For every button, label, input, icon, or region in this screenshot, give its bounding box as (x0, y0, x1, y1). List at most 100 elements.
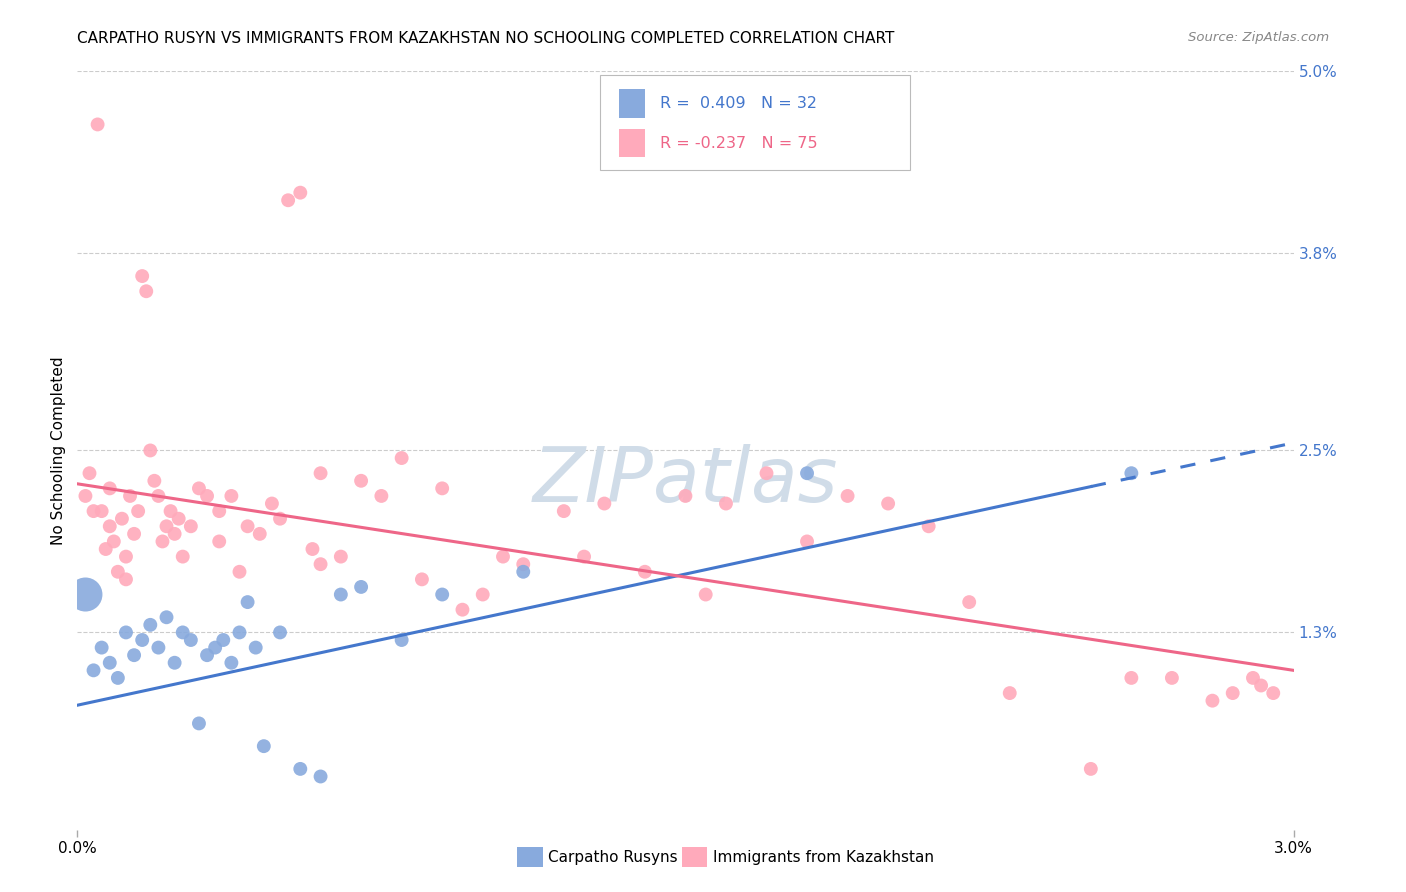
Point (411, 573, 433, 587)
Point (512, 565, 534, 579)
Point (269, 512, 291, 526)
Point (634, 565, 657, 579)
Point (180, 633, 202, 648)
Point (249, 526, 271, 541)
Point (115, 573, 138, 587)
Point (148, 640, 170, 655)
Point (228, 565, 250, 579)
Point (131, 633, 153, 648)
Point (301, 541, 323, 557)
Text: Carpatho Rusyns: Carpatho Rusyns (548, 850, 678, 864)
Point (212, 633, 235, 648)
FancyBboxPatch shape (619, 89, 645, 118)
Point (714, 496, 737, 510)
Text: R = -0.237   N = 75: R = -0.237 N = 75 (659, 136, 817, 151)
Point (236, 595, 259, 609)
Point (245, 640, 267, 655)
Point (111, 512, 134, 526)
Point (309, 769, 332, 784)
Point (98, 519, 121, 533)
Point (135, 285, 157, 299)
Point (269, 625, 291, 640)
Point (430, 482, 453, 496)
Point (290, 186, 312, 200)
Point (918, 519, 941, 533)
Point (139, 443, 162, 458)
Point (391, 450, 413, 466)
Point (430, 588, 453, 602)
Point (75, 489, 97, 503)
Point (75, 588, 97, 602)
Point (837, 489, 859, 503)
Point (127, 504, 149, 518)
Point (90, 504, 112, 518)
Point (155, 519, 177, 533)
Text: ZIPatlas: ZIPatlas (533, 444, 838, 517)
Point (83, 664, 105, 678)
Point (122, 526, 145, 541)
Text: R =  0.409   N = 32: R = 0.409 N = 32 (659, 96, 817, 112)
Point (1250, 678, 1272, 692)
Point (115, 625, 138, 640)
Point (131, 269, 153, 284)
Point (512, 557, 534, 572)
Text: Immigrants from Kazakhstan: Immigrants from Kazakhstan (713, 850, 934, 864)
Point (350, 580, 373, 594)
Point (236, 519, 259, 533)
Point (309, 466, 332, 480)
Point (553, 504, 575, 518)
Point (1263, 686, 1285, 700)
Point (90, 640, 112, 655)
Point (260, 496, 283, 510)
Point (370, 489, 392, 503)
Point (695, 588, 717, 602)
Point (187, 716, 211, 731)
Point (329, 549, 352, 564)
Point (148, 489, 170, 503)
Point (796, 534, 818, 549)
Point (228, 625, 250, 640)
Point (877, 496, 900, 510)
Point (1222, 686, 1244, 700)
Point (998, 686, 1021, 700)
Point (1160, 671, 1182, 685)
Point (103, 534, 125, 549)
Point (471, 588, 494, 602)
Point (172, 625, 194, 640)
Point (492, 549, 515, 564)
Point (167, 512, 190, 526)
Point (675, 489, 697, 503)
Point (86, 117, 108, 131)
Point (593, 496, 616, 510)
Point (118, 489, 141, 503)
Text: Source: ZipAtlas.com: Source: ZipAtlas.com (1188, 31, 1329, 45)
Point (98, 656, 121, 670)
Point (208, 504, 231, 518)
Point (172, 549, 194, 564)
Point (163, 656, 186, 670)
Point (159, 504, 181, 518)
Point (107, 671, 129, 685)
Point (290, 762, 312, 776)
Point (94, 541, 117, 557)
Point (572, 549, 595, 564)
Point (957, 595, 980, 609)
Text: CARPATHO RUSYN VS IMMIGRANTS FROM KAZAKHSTAN NO SCHOOLING COMPLETED CORRELATION : CARPATHO RUSYN VS IMMIGRANTS FROM KAZAKH… (77, 31, 894, 46)
FancyBboxPatch shape (600, 75, 911, 170)
Point (122, 648, 145, 662)
Point (221, 656, 243, 670)
Point (155, 610, 177, 624)
Point (350, 474, 373, 488)
Point (163, 526, 186, 541)
Point (1201, 694, 1223, 708)
Point (152, 534, 174, 549)
Point (107, 565, 129, 579)
Point (195, 648, 218, 662)
Point (187, 482, 211, 496)
Point (253, 739, 276, 753)
Point (277, 193, 299, 207)
Point (204, 640, 226, 655)
Point (195, 489, 218, 503)
Y-axis label: No Schooling Completed: No Schooling Completed (51, 356, 66, 545)
Point (115, 549, 138, 564)
